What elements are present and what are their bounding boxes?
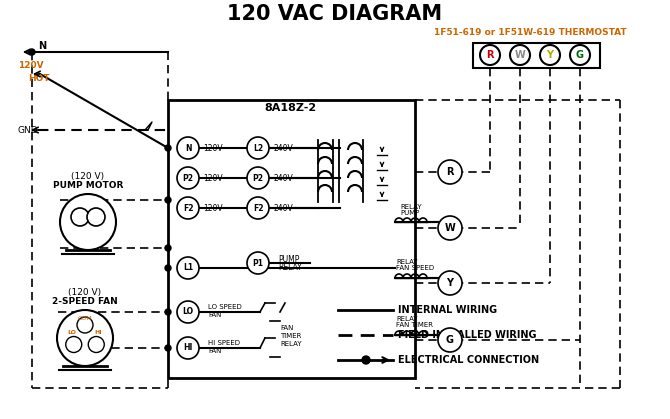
Text: HI: HI (94, 329, 102, 334)
Circle shape (165, 309, 171, 315)
Text: FAN: FAN (208, 312, 221, 318)
Circle shape (165, 245, 171, 251)
Circle shape (540, 45, 560, 65)
Circle shape (88, 336, 105, 352)
Text: ELECTRICAL CONNECTION: ELECTRICAL CONNECTION (398, 355, 539, 365)
Text: INTERNAL WIRING: INTERNAL WIRING (398, 305, 497, 315)
Text: Y: Y (446, 278, 454, 288)
Circle shape (247, 167, 269, 189)
Text: R: R (486, 50, 494, 60)
Circle shape (165, 197, 171, 203)
Circle shape (77, 317, 93, 333)
Text: 1F51-619 or 1F51W-619 THERMOSTAT: 1F51-619 or 1F51W-619 THERMOSTAT (433, 28, 626, 36)
Text: RELAY: RELAY (396, 316, 417, 322)
Text: LO: LO (182, 308, 194, 316)
Circle shape (29, 49, 35, 55)
Text: PUMP: PUMP (278, 256, 299, 264)
Text: N: N (38, 41, 46, 51)
Text: 120V: 120V (203, 143, 222, 153)
Text: P1: P1 (253, 259, 263, 267)
Text: 2-SPEED FAN: 2-SPEED FAN (52, 297, 118, 305)
Text: HI: HI (184, 344, 193, 352)
Circle shape (247, 137, 269, 159)
Circle shape (177, 197, 199, 219)
Text: COM: COM (78, 316, 92, 321)
Text: 240V: 240V (273, 204, 293, 212)
Text: L1: L1 (183, 264, 193, 272)
Circle shape (177, 337, 199, 359)
Text: P2: P2 (253, 173, 263, 183)
Text: 120 VAC DIAGRAM: 120 VAC DIAGRAM (227, 4, 443, 24)
Circle shape (438, 160, 462, 184)
Text: W: W (445, 223, 456, 233)
Circle shape (570, 45, 590, 65)
Text: N: N (185, 143, 191, 153)
Text: (120 V): (120 V) (72, 171, 105, 181)
Text: 8A18Z-2: 8A18Z-2 (264, 103, 316, 113)
Text: PUMP MOTOR: PUMP MOTOR (53, 181, 123, 189)
Text: G: G (576, 50, 584, 60)
Text: FAN: FAN (280, 325, 293, 331)
Text: HI SPEED: HI SPEED (208, 340, 240, 346)
Circle shape (87, 208, 105, 226)
Circle shape (480, 45, 500, 65)
Circle shape (438, 271, 462, 295)
Text: F2: F2 (183, 204, 193, 212)
Text: RELAY: RELAY (396, 259, 417, 265)
Circle shape (438, 216, 462, 240)
Circle shape (177, 137, 199, 159)
Text: 240V: 240V (273, 173, 293, 183)
Text: PUMP: PUMP (400, 210, 419, 216)
Text: LO SPEED: LO SPEED (208, 304, 242, 310)
Text: F2: F2 (253, 204, 263, 212)
Circle shape (165, 265, 171, 271)
Circle shape (362, 356, 370, 364)
Text: RELAY: RELAY (280, 341, 302, 347)
Text: G: G (446, 335, 454, 345)
Text: TIMER: TIMER (280, 333, 302, 339)
Circle shape (177, 167, 199, 189)
Circle shape (247, 252, 269, 274)
Circle shape (438, 328, 462, 352)
Text: L2: L2 (253, 143, 263, 153)
Text: FAN TIMER: FAN TIMER (396, 322, 433, 328)
Text: Y: Y (547, 50, 553, 60)
Text: (120 V): (120 V) (68, 287, 102, 297)
Text: 120V: 120V (18, 60, 44, 70)
Text: FAN: FAN (208, 348, 221, 354)
Text: HOT: HOT (28, 73, 50, 83)
Text: P2: P2 (182, 173, 194, 183)
Text: R: R (446, 167, 454, 177)
Circle shape (165, 345, 171, 351)
Circle shape (66, 336, 82, 352)
Circle shape (510, 45, 530, 65)
Circle shape (60, 194, 116, 250)
Text: FIELD INSTALLED WIRING: FIELD INSTALLED WIRING (398, 330, 537, 340)
Text: W: W (515, 50, 525, 60)
Text: RELAY: RELAY (400, 204, 421, 210)
Bar (168, 100, 415, 378)
Text: LO: LO (68, 329, 76, 334)
Circle shape (71, 208, 89, 226)
Text: GND: GND (18, 126, 39, 134)
Text: FAN SPEED: FAN SPEED (396, 265, 434, 271)
Circle shape (57, 310, 113, 366)
Circle shape (177, 301, 199, 323)
Text: 240V: 240V (273, 143, 293, 153)
Text: 120V: 120V (203, 173, 222, 183)
Text: 120V: 120V (203, 204, 222, 212)
Text: RELAY: RELAY (278, 264, 302, 272)
Circle shape (177, 257, 199, 279)
Circle shape (247, 197, 269, 219)
Circle shape (165, 145, 171, 151)
Bar (473, 43, 600, 68)
